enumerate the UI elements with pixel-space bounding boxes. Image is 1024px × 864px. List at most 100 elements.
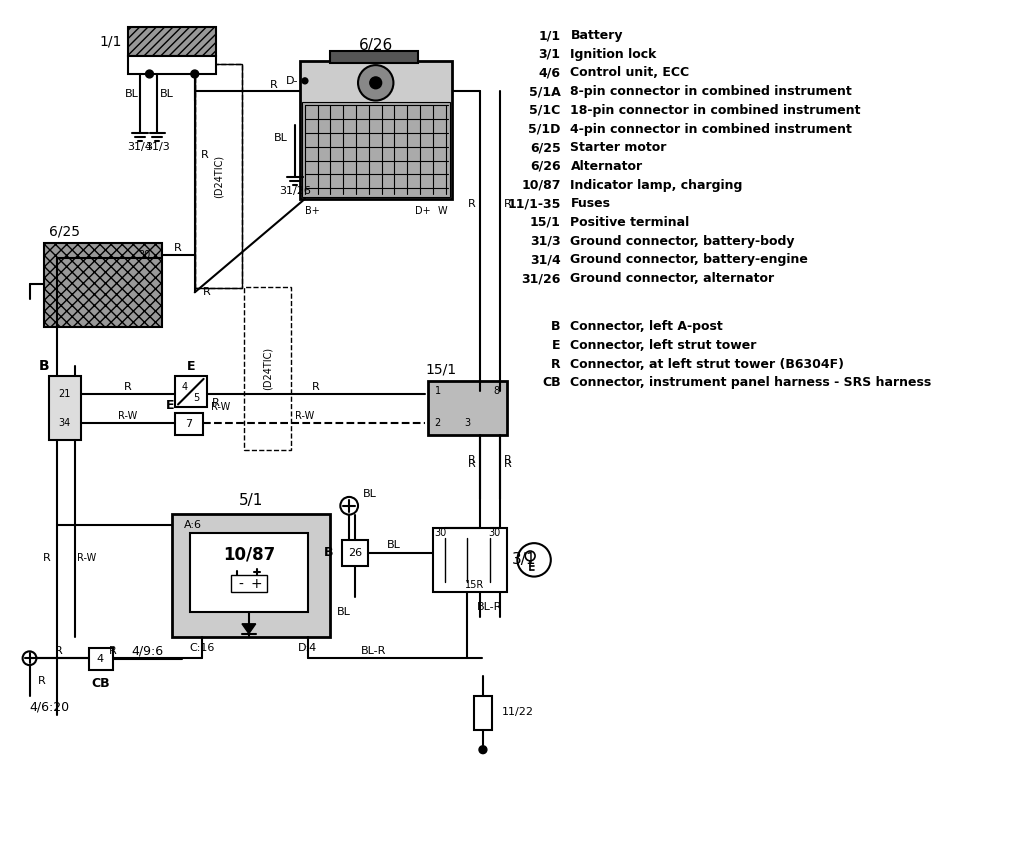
Bar [195,64,242,289]
Bar [172,513,330,637]
Text: 1/1: 1/1 [539,29,561,42]
Text: BL-R: BL-R [477,602,503,612]
Text: R: R [110,646,117,657]
Text: 8-pin connector in combined instrument: 8-pin connector in combined instrument [570,86,852,98]
Text: 31/3: 31/3 [145,142,170,152]
Text: -: - [239,577,244,592]
Text: 6/26: 6/26 [530,160,561,173]
Text: BL: BL [161,89,174,98]
Text: 10/87: 10/87 [521,179,561,192]
Bar [302,103,451,197]
Text: C:16: C:16 [189,644,214,653]
Text: R: R [504,454,511,465]
Text: B: B [39,359,49,373]
Bar [428,381,507,435]
Text: R-W: R-W [77,553,96,563]
Text: R: R [38,676,45,686]
Text: 1: 1 [434,385,440,396]
Text: 11/22: 11/22 [502,708,534,717]
Text: E: E [186,359,195,372]
Text: Ground connector, battery-engine: Ground connector, battery-engine [570,253,808,266]
Text: 18-pin connector in combined instrument: 18-pin connector in combined instrument [570,104,861,117]
Text: Indicator lamp, charging: Indicator lamp, charging [570,179,742,192]
Text: R-W: R-W [118,411,137,422]
Bar [189,533,308,612]
Text: R: R [504,199,511,209]
Text: 21: 21 [58,389,71,398]
Text: R: R [212,398,219,409]
Text: CB: CB [542,377,561,390]
Text: Connector, left strut tower: Connector, left strut tower [570,339,757,352]
Text: 4: 4 [182,382,188,391]
Text: 8: 8 [494,385,500,396]
Text: Ignition lock: Ignition lock [570,48,656,60]
Text: 31/4: 31/4 [127,142,153,152]
Text: 6/26: 6/26 [358,38,393,53]
Text: (D24TIC): (D24TIC) [262,346,272,390]
Text: B+: B+ [305,206,319,216]
Text: R-W: R-W [212,403,230,412]
Text: Alternator: Alternator [570,160,643,173]
Bar [49,376,81,440]
Polygon shape [242,624,256,633]
Text: 30: 30 [138,250,151,260]
Text: 26: 26 [348,548,362,558]
Text: Starter motor: Starter motor [570,141,667,155]
Text: 31/3: 31/3 [530,235,561,248]
Text: D:4: D:4 [298,644,317,653]
Text: 31/4: 31/4 [529,253,561,266]
Circle shape [190,70,199,78]
Text: BL: BL [386,540,400,550]
Text: Control unit, ECC: Control unit, ECC [570,67,689,79]
Text: 15/1: 15/1 [529,216,561,229]
Text: B: B [324,547,333,560]
Text: 5/1C: 5/1C [529,104,561,117]
Circle shape [370,77,382,89]
Text: R: R [468,454,476,465]
Text: 4/6: 4/6 [539,67,561,79]
Text: 15/1: 15/1 [426,362,457,376]
Text: BL-R: BL-R [361,646,386,657]
Text: BL: BL [273,133,288,143]
Text: W: W [438,206,447,216]
Bar [342,540,368,566]
Text: 31/26: 31/26 [521,272,561,285]
Text: Battery: Battery [570,29,623,42]
Text: Connector, left A-post: Connector, left A-post [570,321,723,334]
Text: BL: BL [337,607,351,617]
Text: R: R [312,382,319,391]
Bar [128,56,216,74]
Text: 5: 5 [194,392,200,403]
Bar [300,61,453,199]
Text: CB: CB [91,677,110,690]
Text: (D24TIC): (D24TIC) [213,155,223,198]
Text: 15R: 15R [465,581,483,590]
Text: R: R [468,460,476,469]
Text: 3/1: 3/1 [539,48,561,60]
Text: R: R [43,553,51,563]
Text: R: R [174,243,182,253]
Bar [44,243,162,327]
Bar [128,27,216,56]
Bar [474,696,492,730]
Bar [175,413,203,435]
Text: R: R [201,149,209,160]
Text: E: E [552,339,561,352]
Text: 2: 2 [434,418,440,429]
Text: D+: D+ [415,206,431,216]
Text: Ground connector, battery-body: Ground connector, battery-body [570,235,795,248]
Text: R: R [468,199,476,209]
Text: Connector, at left strut tower (B6304F): Connector, at left strut tower (B6304F) [570,358,845,371]
Text: Fuses: Fuses [570,197,610,210]
Bar [231,575,266,593]
Text: D-: D- [286,76,298,86]
Text: +: + [251,577,262,592]
Text: 5/1D: 5/1D [528,123,561,136]
Circle shape [479,746,486,753]
Text: 6/25: 6/25 [49,225,80,238]
Text: BL: BL [125,89,138,98]
Text: Ground connector, alternator: Ground connector, alternator [570,272,774,285]
Text: B: B [551,321,561,334]
Text: 4/9:6: 4/9:6 [131,645,164,658]
Text: 10/87: 10/87 [223,546,275,564]
